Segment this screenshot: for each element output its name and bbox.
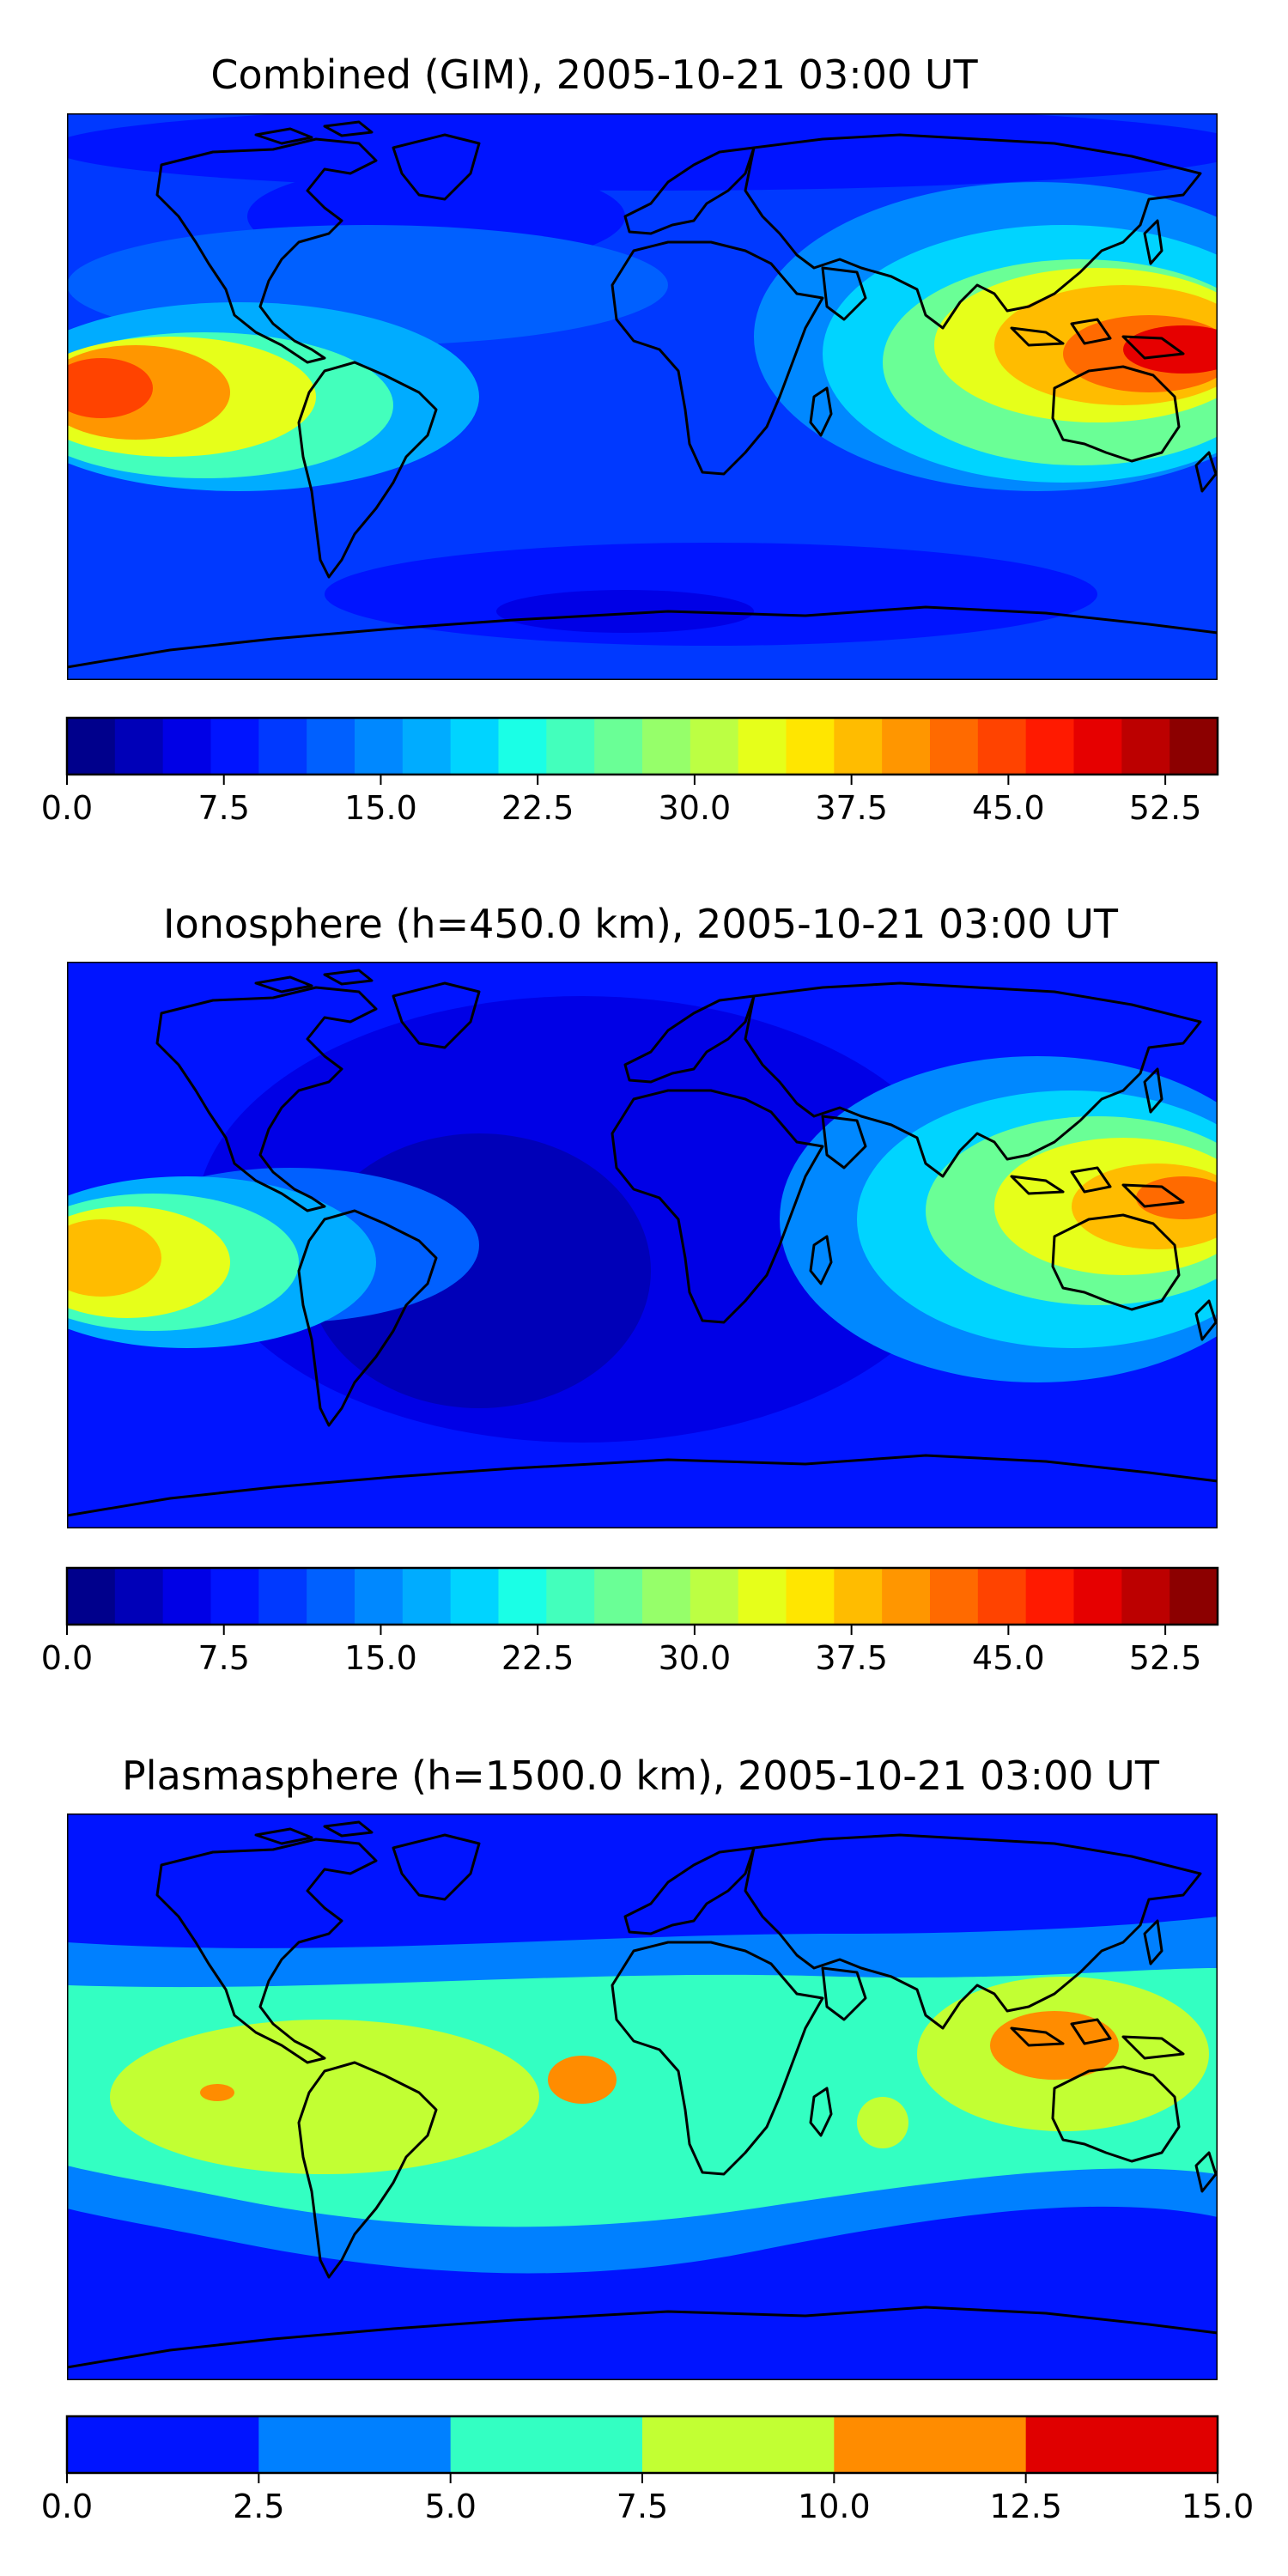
colorbar-swatch — [1121, 718, 1170, 775]
colorbar-swatch — [402, 1568, 452, 1625]
colorbar-tick-label: 7.5 — [617, 2488, 668, 2525]
panel-combined: Combined (GIM), 2005-10-21 03:00 UT — [41, 52, 1219, 827]
colorbar-tick-label: 15.0 — [1182, 2488, 1255, 2525]
colorbar-swatch — [930, 1568, 979, 1625]
colorbar-swatch — [355, 1568, 404, 1625]
colorbar-swatch — [690, 718, 739, 775]
colorbar-tick-label: 45.0 — [972, 789, 1045, 827]
colorbar-swatch — [1025, 1568, 1075, 1625]
colorbar-swatch — [786, 718, 835, 775]
colorbar-swatch — [642, 718, 691, 775]
colorbar-tick-label: 0.0 — [41, 2488, 93, 2525]
colorbar-swatch — [546, 718, 595, 775]
colorbar-tick-label: 12.5 — [989, 2488, 1062, 2525]
colorbar-tick-label: 15.0 — [344, 789, 417, 827]
panel-title: Plasmasphere (h=1500.0 km), 2005-10-21 0… — [122, 1753, 1160, 1799]
colorbar-swatch — [1073, 718, 1122, 775]
panel-title: Combined (GIM), 2005-10-21 03:00 UT — [210, 52, 978, 98]
colorbar-swatch — [114, 1568, 164, 1625]
colorbar-swatch — [930, 718, 979, 775]
colorbar-tick-label: 10.0 — [798, 2488, 871, 2525]
colorbar-tick-label: 2.5 — [233, 2488, 284, 2525]
colorbar-swatch — [977, 718, 1027, 775]
colorbar-swatch — [114, 718, 164, 775]
colorbar-swatch — [258, 1568, 307, 1625]
colorbar: 0.0 7.5 15.0 22.5 30.0 37.5 45.0 52.5 — [41, 716, 1219, 827]
colorbar-swatch — [882, 1568, 931, 1625]
colorbar-tick-label: 37.5 — [815, 1639, 888, 1677]
colorbar-swatch — [307, 718, 355, 775]
colorbar-swatch — [594, 718, 643, 775]
colorbar-swatch — [882, 718, 931, 775]
colorbar-swatch — [450, 718, 500, 775]
colorbar-swatch — [642, 1568, 691, 1625]
panel-title: Ionosphere (h=450.0 km), 2005-10-21 03:0… — [163, 901, 1119, 947]
colorbar-tick-label: 52.5 — [1129, 789, 1202, 827]
colorbar-swatch — [1073, 1568, 1122, 1625]
colorbar-swatch — [594, 1568, 643, 1625]
colorbar-tick-label: 37.5 — [815, 789, 888, 827]
colorbar-tick-label: 0.0 — [41, 1639, 93, 1677]
colorbar-swatch — [450, 1568, 500, 1625]
colorbar-tick-label: 22.5 — [501, 1639, 574, 1677]
panel-ionosphere: Ionosphere (h=450.0 km), 2005-10-21 03:0… — [41, 901, 1219, 1677]
colorbar-swatch — [1170, 1568, 1218, 1625]
colorbar-swatch — [162, 718, 212, 775]
colorbar-swatch — [1121, 1568, 1170, 1625]
colorbar: 0.0 2.5 5.0 7.5 10.0 12.5 15.0 — [41, 2415, 1255, 2525]
colorbar-swatch — [355, 718, 404, 775]
panel-plasmasphere: Plasmasphere (h=1500.0 km), 2005-10-21 0… — [41, 1753, 1255, 2525]
colorbar-swatch — [546, 1568, 595, 1625]
colorbar-swatch — [834, 718, 883, 775]
colorbar-tick-label: 0.0 — [41, 789, 93, 827]
map-frame — [67, 1814, 1218, 2380]
colorbar-swatch — [498, 718, 547, 775]
colorbar-tick-label: 15.0 — [344, 1639, 417, 1677]
colorbar-tick-label: 5.0 — [424, 2488, 476, 2525]
colorbar-swatch — [162, 1568, 212, 1625]
colorbar-swatch — [977, 1568, 1027, 1625]
colorbar-swatch — [786, 1568, 835, 1625]
colorbar-tick-label: 30.0 — [659, 789, 732, 827]
colorbar-swatch — [210, 1568, 259, 1625]
map-frame — [67, 113, 1218, 680]
colorbar-swatch — [1025, 2416, 1218, 2473]
colorbar-swatch — [690, 1568, 739, 1625]
colorbar-swatch — [67, 718, 116, 775]
map-frame — [67, 962, 1218, 1528]
colorbar-swatch — [834, 1568, 883, 1625]
colorbar-swatch — [738, 1568, 787, 1625]
colorbar-swatch — [67, 1568, 116, 1625]
colorbar-swatch — [738, 718, 787, 775]
colorbar-swatch — [450, 2416, 643, 2473]
colorbar-tick-label: 22.5 — [501, 789, 574, 827]
colorbar-swatch — [834, 2416, 1027, 2473]
colorbar-swatch — [67, 2416, 259, 2473]
colorbar-swatch — [307, 1568, 355, 1625]
colorbar-tick-label: 52.5 — [1129, 1639, 1202, 1677]
colorbar: 0.0 7.5 15.0 22.5 30.0 37.5 45.0 52.5 — [41, 1566, 1219, 1677]
colorbar-swatch — [210, 718, 259, 775]
colorbar-swatch — [498, 1568, 547, 1625]
colorbar-swatch — [258, 2416, 452, 2473]
colorbar-swatch — [1170, 718, 1218, 775]
colorbar-swatch — [258, 718, 307, 775]
colorbar-tick-label: 30.0 — [659, 1639, 732, 1677]
colorbar-tick-label: 7.5 — [198, 789, 250, 827]
colorbar-swatch — [642, 2416, 835, 2473]
colorbar-swatch — [1025, 718, 1075, 775]
colorbar-tick-label: 7.5 — [198, 1639, 250, 1677]
colorbar-tick-label: 45.0 — [972, 1639, 1045, 1677]
colorbar-swatch — [402, 718, 452, 775]
